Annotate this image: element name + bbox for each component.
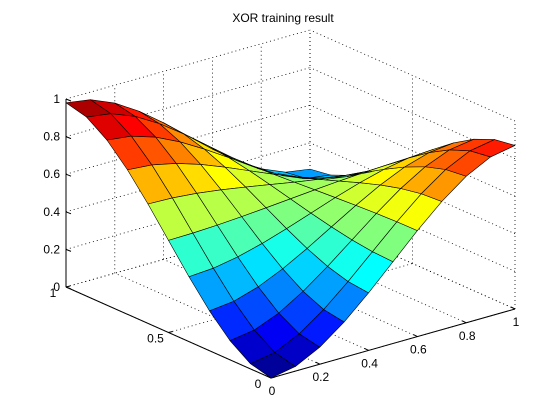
- z-tick-label: 0.8: [43, 130, 60, 144]
- y-tick-mark: [270, 376, 276, 379]
- axis-ticks: [65, 98, 516, 379]
- z-tick-mark: [65, 173, 72, 177]
- x-tick-mark: [461, 320, 467, 324]
- side-wall-gridline-z: [309, 104, 516, 197]
- x-axis-tick-labels: 0 0.2 0.4 0.6 0.8 1: [269, 315, 520, 398]
- x-tick-label: 0.6: [410, 343, 427, 357]
- z-tick-label: 0.6: [43, 167, 60, 181]
- z-tick-mark: [65, 248, 72, 252]
- z-axis-tick-labels: 0 0.2 0.4 0.6 0.8 1: [43, 92, 60, 294]
- z-tick-mark: [65, 211, 72, 215]
- x-tick-mark: [413, 334, 418, 338]
- z-tick-label: 0.2: [43, 242, 60, 256]
- x-axis-line: [270, 308, 516, 379]
- x-tick-label: 1: [513, 315, 520, 329]
- x-tick-label: 0.8: [459, 329, 476, 343]
- y-tick-mark: [168, 331, 173, 333]
- x-tick-label: 0: [269, 384, 276, 398]
- y-axis-tick-labels: 00.51: [50, 286, 262, 391]
- z-tick-label: 0: [53, 280, 60, 294]
- surface-facet: [469, 139, 516, 158]
- chart-title: XOR training result: [232, 11, 334, 25]
- z-tick-mark: [65, 286, 72, 290]
- z-tick-label: 0.4: [43, 205, 60, 219]
- y-tick-label: 1: [50, 286, 57, 300]
- y-tick-label: 0: [255, 377, 262, 391]
- y-tick-label: 0.5: [147, 332, 164, 346]
- surface-mesh: [65, 99, 516, 379]
- x-tick-mark: [510, 306, 516, 310]
- x-tick-mark: [364, 347, 369, 351]
- side-wall-gridline-z: [309, 29, 516, 122]
- z-tick-mark: [65, 98, 72, 102]
- x-tick-mark: [315, 361, 321, 365]
- x-tick-mark: [266, 375, 272, 379]
- x-tick-label: 0.2: [312, 370, 329, 384]
- back-wall-gridline-z: [65, 29, 311, 100]
- z-tick-mark: [65, 136, 72, 140]
- side-wall-gridline-z: [309, 217, 516, 310]
- x-tick-label: 0.4: [361, 356, 378, 370]
- side-wall-gridline-z: [309, 67, 516, 159]
- z-tick-label: 1: [53, 92, 60, 106]
